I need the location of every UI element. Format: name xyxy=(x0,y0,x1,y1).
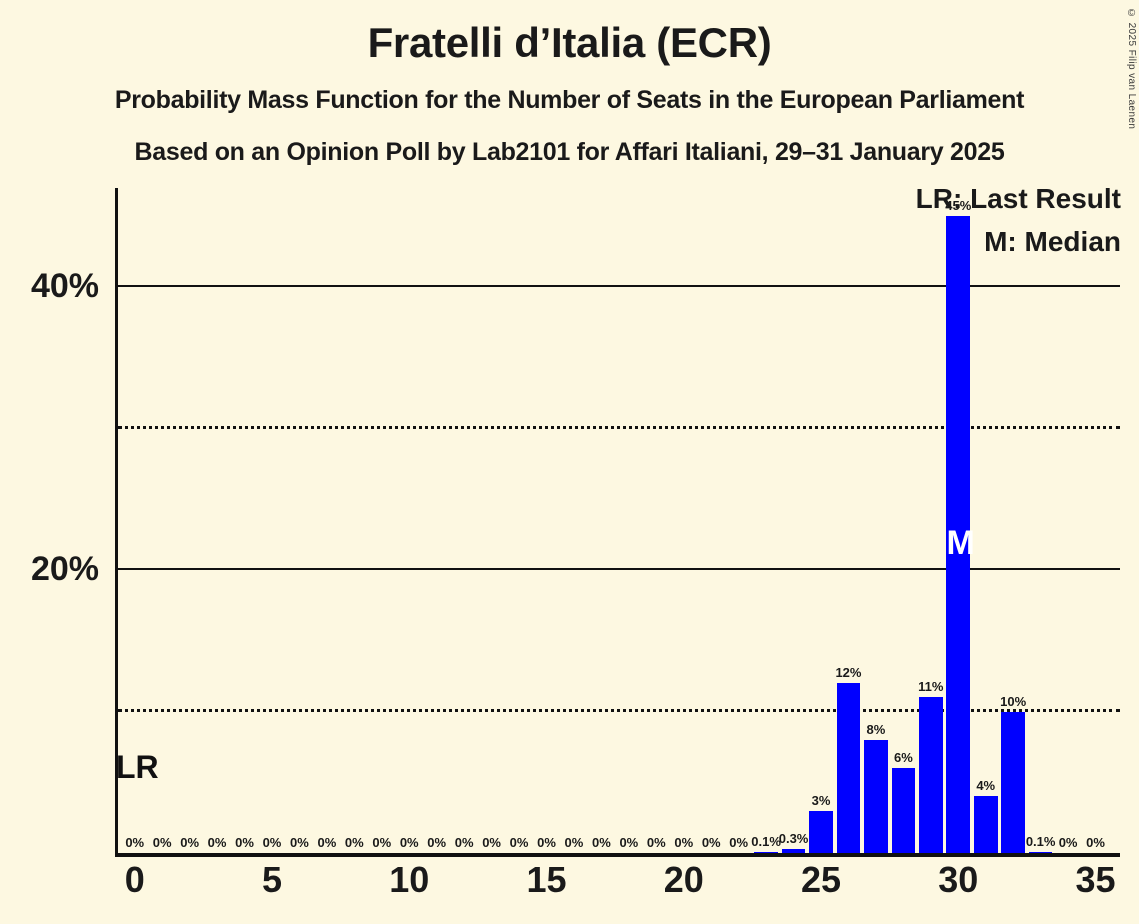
bar xyxy=(1028,851,1053,853)
bar-value-label: 6% xyxy=(893,750,913,766)
bar-value-label: 0% xyxy=(372,835,392,850)
gridline-20pct xyxy=(118,568,1120,571)
bar-value-label: 0% xyxy=(537,835,556,850)
bar xyxy=(919,697,943,853)
x-axis-tick-label: 0 xyxy=(124,859,145,900)
bar xyxy=(1001,711,1025,853)
bar-value-label: 0% xyxy=(701,835,721,850)
bar-value-label: 0% xyxy=(729,835,749,850)
bar-value-label: 45% xyxy=(945,198,972,214)
bar-value-label: 0% xyxy=(482,835,501,850)
y-axis-line xyxy=(115,188,118,853)
bar-value-label: 0% xyxy=(152,835,172,850)
bar xyxy=(781,848,806,853)
bar-value-label: 0.3% xyxy=(778,830,809,846)
bar-value-label: 0% xyxy=(592,835,611,850)
x-axis-line xyxy=(115,853,1120,857)
bar-value-label: 10% xyxy=(1000,693,1027,709)
x-axis-tick-label: 5 xyxy=(261,859,282,900)
copyright-notice: © 2025 Filip van Laenen xyxy=(1126,8,1137,130)
bar xyxy=(891,768,916,853)
bar-value-label: 0% xyxy=(317,835,337,850)
bar xyxy=(973,796,998,853)
gridline-10pct xyxy=(118,708,1120,712)
bar xyxy=(754,851,778,853)
bar xyxy=(864,739,888,853)
gridline-30pct xyxy=(118,425,1120,429)
bar-value-label: 0.1% xyxy=(1025,833,1056,849)
bar-value-label: 0% xyxy=(290,835,309,850)
bar-value-label: 0% xyxy=(454,835,474,850)
bar-value-label: 0% xyxy=(1086,835,1105,850)
bar-value-label: 3% xyxy=(811,792,831,808)
bar-value-label: 0% xyxy=(619,835,639,850)
bar-value-label: 0% xyxy=(399,835,419,850)
x-axis-tick-label: 30 xyxy=(938,859,979,900)
bar xyxy=(809,810,833,853)
median-marker: M xyxy=(946,524,975,563)
bar-value-label: 4% xyxy=(976,778,996,794)
bar-value-label: 0% xyxy=(235,835,254,850)
bar-value-label: 0% xyxy=(674,835,694,850)
chart-subtitle: Probability Mass Function for the Number… xyxy=(114,86,1025,114)
bar-value-label: 0% xyxy=(646,835,666,850)
bar xyxy=(836,683,861,853)
bar xyxy=(946,216,971,853)
last-result-marker: LR xyxy=(116,749,159,785)
bar-value-label: 0% xyxy=(344,835,364,850)
x-axis-tick-label: 10 xyxy=(389,859,430,900)
gridline-40pct xyxy=(118,285,1120,288)
y-axis-tick-label: 40% xyxy=(30,267,99,306)
plot-area: 20% 40% 0% 0% 0% 0% 0% 0% 0% 0% 0% 0% 0% 0% 0% 0% 0% 0% 0… xyxy=(31,188,1120,900)
bar-value-label: 0% xyxy=(262,835,282,850)
bar-value-label: 0% xyxy=(509,835,529,850)
y-axis-tick-label: 20% xyxy=(30,550,99,589)
legend-median: M: Median xyxy=(984,226,1121,257)
bar-value-label: 0% xyxy=(427,835,447,850)
chart-source-line: Based on an Opinion Poll by Lab2101 for … xyxy=(134,138,1005,166)
x-axis-tick-label: 15 xyxy=(526,859,567,900)
x-axis-tick-label: 25 xyxy=(800,859,842,900)
bar-value-label: 0% xyxy=(207,835,227,850)
legend-last-result: LR: Last Result xyxy=(915,183,1121,214)
bar-value-label: 0% xyxy=(564,835,584,850)
bar-value-label: 0% xyxy=(125,835,145,850)
bar-value-label: 0% xyxy=(1058,835,1078,850)
bar-value-label: 0.1% xyxy=(751,833,781,849)
page-title: Fratelli d’Italia (ECR) xyxy=(367,19,772,66)
bar-value-label: 12% xyxy=(835,665,862,681)
bar-value-label: 11% xyxy=(918,679,944,695)
x-axis-tick-label: 20 xyxy=(663,859,704,900)
bar-value-label: 0% xyxy=(180,835,200,850)
bar-value-label: 8% xyxy=(866,721,886,737)
x-axis-tick-label: 35 xyxy=(1075,859,1116,900)
